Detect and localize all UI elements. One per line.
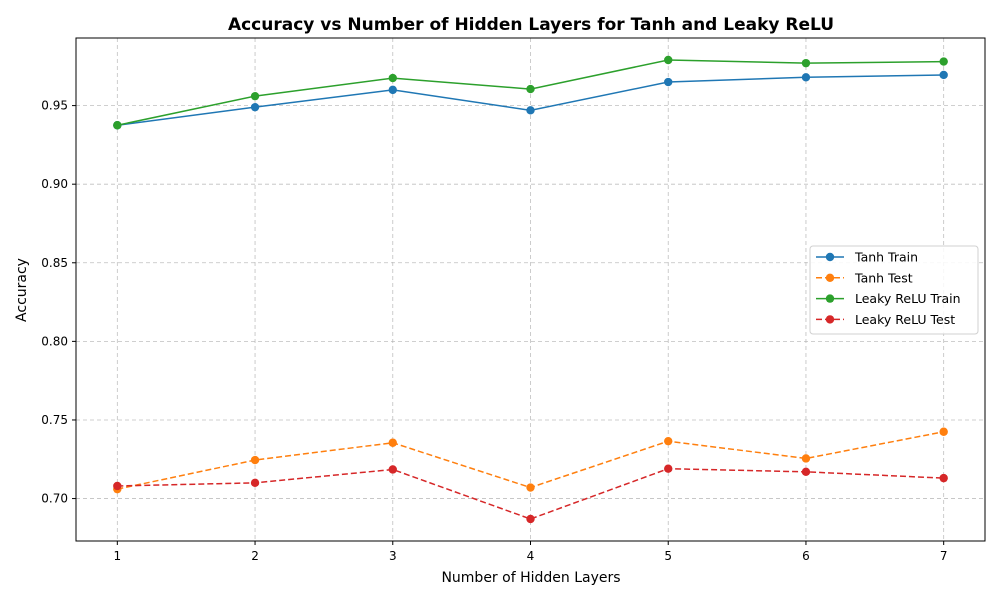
data-point-leaky-relu-test <box>113 481 122 491</box>
y-axis-title: Accuracy <box>14 258 30 322</box>
x-tick-label: 2 <box>251 549 259 563</box>
series-leaky-relu-train <box>113 55 948 130</box>
legend-label: Tanh Test <box>854 270 913 285</box>
x-tick-label: 1 <box>113 549 121 563</box>
series-tanh-train <box>113 70 948 130</box>
y-tick-label: 0.80 <box>41 334 68 348</box>
data-point-tanh-train <box>388 85 397 95</box>
data-point-leaky-relu-train <box>250 91 260 101</box>
x-tick-label: 7 <box>940 549 948 563</box>
series-layer <box>113 55 948 524</box>
x-axis-title: Number of Hidden Layers <box>441 570 620 586</box>
x-tick-label: 5 <box>664 549 672 563</box>
x-tick-label: 3 <box>389 549 397 563</box>
legend-item-leaky-relu-train: Leaky ReLU Train <box>816 291 961 306</box>
data-point-leaky-relu-train <box>801 58 811 68</box>
legend-marker <box>825 294 835 303</box>
legend-label: Leaky ReLU Test <box>855 312 955 327</box>
series-leaky-relu-test <box>113 464 948 524</box>
data-point-tanh-test <box>664 436 673 446</box>
data-point-tanh-test <box>526 483 535 492</box>
y-tick-label: 0.90 <box>41 177 68 191</box>
legend-label: Tanh Train <box>854 250 918 265</box>
data-point-leaky-relu-test <box>664 464 673 473</box>
y-tick-label: 0.85 <box>41 256 68 270</box>
data-point-leaky-relu-train <box>388 73 397 83</box>
legend-marker <box>825 315 835 324</box>
data-point-tanh-test <box>801 454 811 463</box>
y-tick-label: 0.95 <box>41 99 68 113</box>
series-tanh-test <box>113 427 948 494</box>
legend-marker <box>825 252 835 262</box>
legend: Tanh Train Tanh Test Leaky ReLU Train Leaky… <box>809 245 979 335</box>
x-tick-label: 6 <box>802 549 810 563</box>
data-point-tanh-train <box>250 102 260 112</box>
data-point-leaky-relu-train <box>113 121 122 130</box>
data-point-leaky-relu-train <box>939 57 948 66</box>
data-point-leaky-relu-train <box>526 84 535 94</box>
data-point-leaky-relu-test <box>801 467 811 477</box>
data-point-tanh-test <box>250 455 260 465</box>
legend-label: Leaky ReLU Train <box>855 291 961 306</box>
data-point-leaky-relu-test <box>526 514 535 524</box>
legend-item-leaky-relu-test: Leaky ReLU Test <box>816 312 955 327</box>
chart-title: Accuracy vs Number of Hidden Layers for … <box>228 15 834 35</box>
legend-item-tanh-train: Tanh Train <box>816 250 918 265</box>
data-point-tanh-test <box>939 427 948 436</box>
data-point-leaky-relu-test <box>939 473 948 483</box>
data-point-tanh-train <box>664 77 673 87</box>
data-point-leaky-relu-test <box>388 465 397 474</box>
legend-marker <box>825 273 835 282</box>
y-tick-label: 0.70 <box>41 492 68 506</box>
data-point-tanh-test <box>388 438 397 447</box>
y-tick-label: 0.75 <box>41 413 68 427</box>
data-point-leaky-relu-train <box>664 55 673 65</box>
data-point-tanh-train <box>939 70 948 80</box>
data-point-tanh-train <box>526 106 535 115</box>
x-tick-label: 4 <box>527 549 535 563</box>
data-point-leaky-relu-test <box>250 478 260 488</box>
legend-item-tanh-test: Tanh Test <box>816 270 913 285</box>
ticks: 1 2 3 4 5 6 7 0.70 0.75 0.80 0.85 0.90 0.95 <box>41 99 947 563</box>
data-point-tanh-train <box>801 73 811 82</box>
legend-box <box>809 245 979 335</box>
